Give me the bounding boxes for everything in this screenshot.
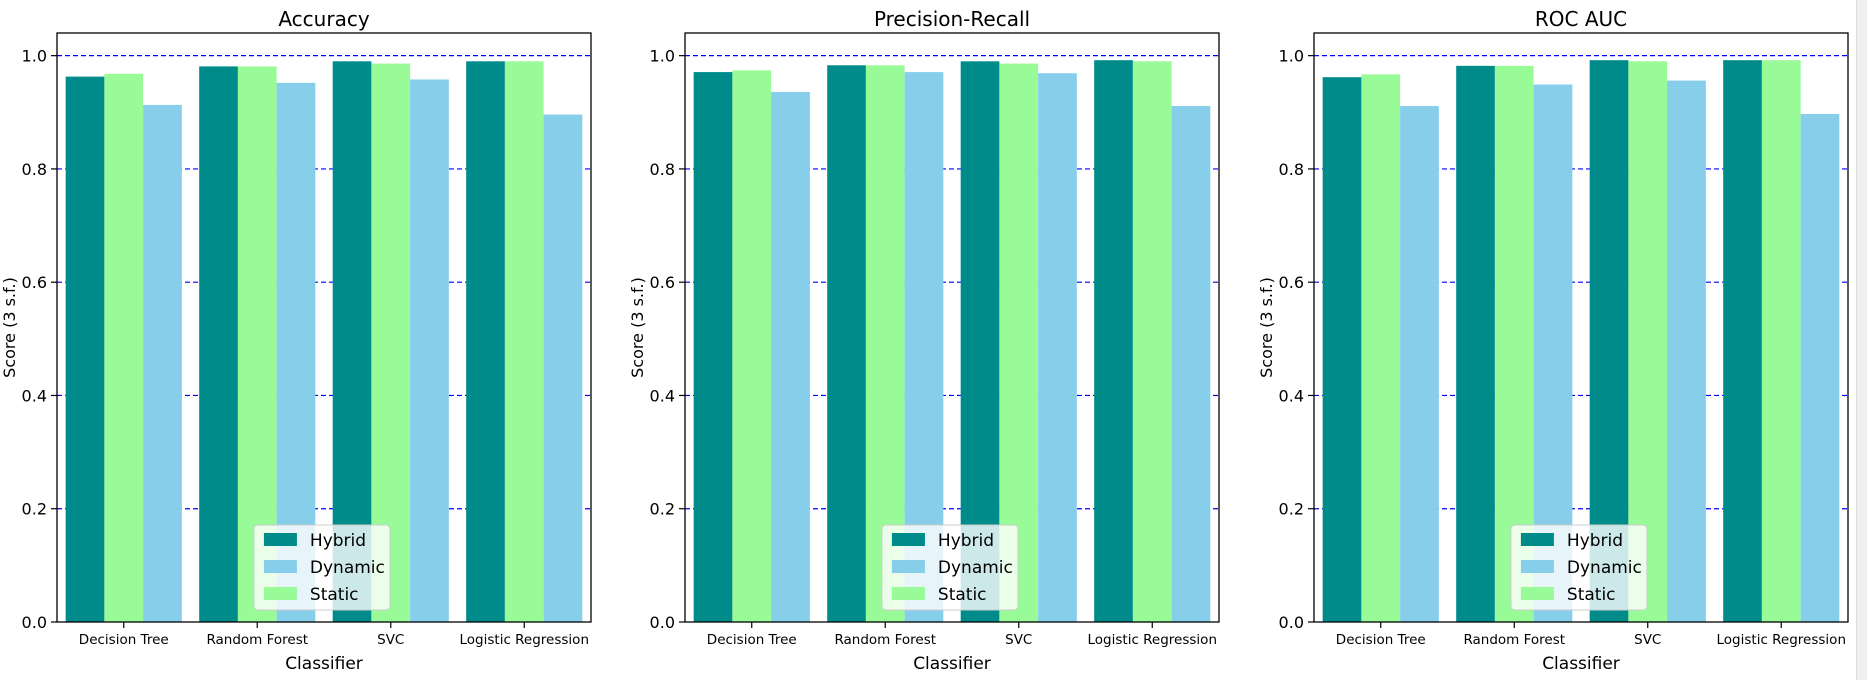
x-tick-label: Decision Tree	[1336, 632, 1426, 648]
y-tick-label: 0.6	[650, 273, 675, 292]
bar-hybrid	[1723, 60, 1762, 622]
legend-label: Hybrid	[310, 531, 366, 551]
y-tick-label: 1.0	[1279, 47, 1304, 66]
legend-label: Dynamic	[310, 558, 385, 578]
legend-swatch-static	[891, 587, 925, 600]
legend-label: Static	[938, 585, 987, 605]
x-tick-label: SVC	[1634, 632, 1661, 648]
bar-hybrid	[466, 61, 505, 622]
bar-dynamic	[143, 104, 182, 622]
y-tick-label: 0.8	[650, 160, 675, 179]
y-tick-label: 1.0	[22, 47, 47, 66]
y-tick-label: 0.6	[22, 273, 47, 292]
legend-swatch-dynamic	[891, 560, 925, 573]
scrollbar[interactable]	[1856, 0, 1867, 680]
x-tick-label: SVC	[377, 632, 404, 648]
bar-dynamic	[1667, 80, 1706, 623]
bar-dynamic	[1400, 106, 1439, 622]
plot-frame	[56, 32, 592, 623]
bar-dynamic	[410, 79, 449, 623]
y-axis-label: Score (3 s.f.)	[628, 277, 647, 378]
x-axis-label: Classifier	[913, 654, 991, 674]
x-tick-label: Random Forest	[834, 632, 936, 648]
bar-hybrid	[827, 65, 866, 622]
y-axis-label: Score (3 s.f.)	[0, 277, 19, 378]
y-tick-label: 0.0	[1279, 613, 1304, 632]
legend-label: Hybrid	[938, 531, 994, 551]
y-tick-label: 0.2	[22, 500, 47, 519]
x-tick-label: Logistic Regression	[460, 632, 590, 648]
legend-label: Dynamic	[1567, 558, 1642, 578]
chart-title: Precision-Recall	[874, 7, 1030, 31]
plot-frame	[1313, 32, 1849, 623]
bar-static	[1761, 60, 1801, 622]
legend-swatch-dynamic	[263, 560, 297, 573]
subplot-3: ROC AUC 0.0 0.2 0.4 0.6 0.8 1.0 Decision Tree Ra…	[1257, 7, 1849, 674]
bar-dynamic	[1171, 106, 1211, 622]
bar-hybrid	[1322, 77, 1362, 623]
bar-hybrid	[1094, 60, 1133, 622]
legend: Hybrid Dynamic Static	[253, 524, 391, 611]
x-tick-label: SVC	[1005, 632, 1032, 648]
legend-swatch-hybrid	[1520, 533, 1554, 546]
legend-label: Static	[310, 585, 359, 605]
y-tick-label: 0.4	[650, 386, 675, 405]
bar-static	[104, 73, 144, 623]
bar-hybrid	[693, 72, 733, 622]
y-tick-label: 0.0	[22, 613, 47, 632]
bar-static	[1361, 74, 1401, 623]
y-tick-label: 0.8	[1279, 160, 1304, 179]
bar-static	[732, 70, 772, 622]
bar-dynamic	[771, 91, 810, 622]
y-tick-label: 0.0	[650, 613, 675, 632]
legend-label: Hybrid	[1567, 531, 1623, 551]
bar-dynamic	[1800, 113, 1840, 623]
y-tick-label: 0.2	[1279, 500, 1304, 519]
y-axis-label: Score (3 s.f.)	[1257, 277, 1276, 378]
x-tick-label: Decision Tree	[79, 632, 169, 648]
y-tick-label: 0.6	[1279, 273, 1304, 292]
subplot-2: Precision-Recall 0.0 0.2 0.4 0.6 0.8 1.0 Decisi…	[628, 7, 1220, 674]
legend-label: Dynamic	[938, 558, 1013, 578]
y-tick-label: 0.8	[22, 160, 47, 179]
x-axis-label: Classifier	[285, 654, 363, 674]
legend: Hybrid Dynamic Static	[881, 524, 1019, 611]
bar-hybrid	[199, 66, 238, 622]
bar-hybrid	[1456, 65, 1495, 622]
legend-swatch-dynamic	[1520, 560, 1554, 573]
y-tick-label: 0.4	[1279, 386, 1304, 405]
x-tick-label: Logistic Regression	[1717, 632, 1847, 648]
y-tick-label: 0.2	[650, 500, 675, 519]
x-tick-label: Random Forest	[1463, 632, 1565, 648]
x-tick-label: Decision Tree	[707, 632, 797, 648]
legend-swatch-static	[263, 587, 297, 600]
bar-dynamic	[1038, 73, 1077, 623]
legend-swatch-static	[1520, 587, 1554, 600]
bar-dynamic	[543, 114, 583, 623]
x-tick-label: Random Forest	[206, 632, 308, 648]
bar-static	[1132, 61, 1172, 622]
x-axis-label: Classifier	[1542, 654, 1620, 674]
legend: Hybrid Dynamic Static	[1510, 524, 1648, 611]
legend-swatch-hybrid	[263, 533, 297, 546]
legend-swatch-hybrid	[891, 533, 925, 546]
y-tick-label: 1.0	[650, 47, 675, 66]
x-tick-label: Logistic Regression	[1088, 632, 1218, 648]
bar-static	[504, 61, 544, 622]
chart-title: Accuracy	[278, 7, 369, 31]
chart-title: ROC AUC	[1535, 7, 1627, 31]
plot-frame	[684, 32, 1220, 623]
bar-hybrid	[65, 76, 105, 623]
legend-label: Static	[1567, 585, 1616, 605]
subplot-1: Accuracy 0.0 0.2 0.4 0.6 0.8 1.0 Decision Tree R…	[0, 7, 592, 674]
y-tick-label: 0.4	[22, 386, 47, 405]
